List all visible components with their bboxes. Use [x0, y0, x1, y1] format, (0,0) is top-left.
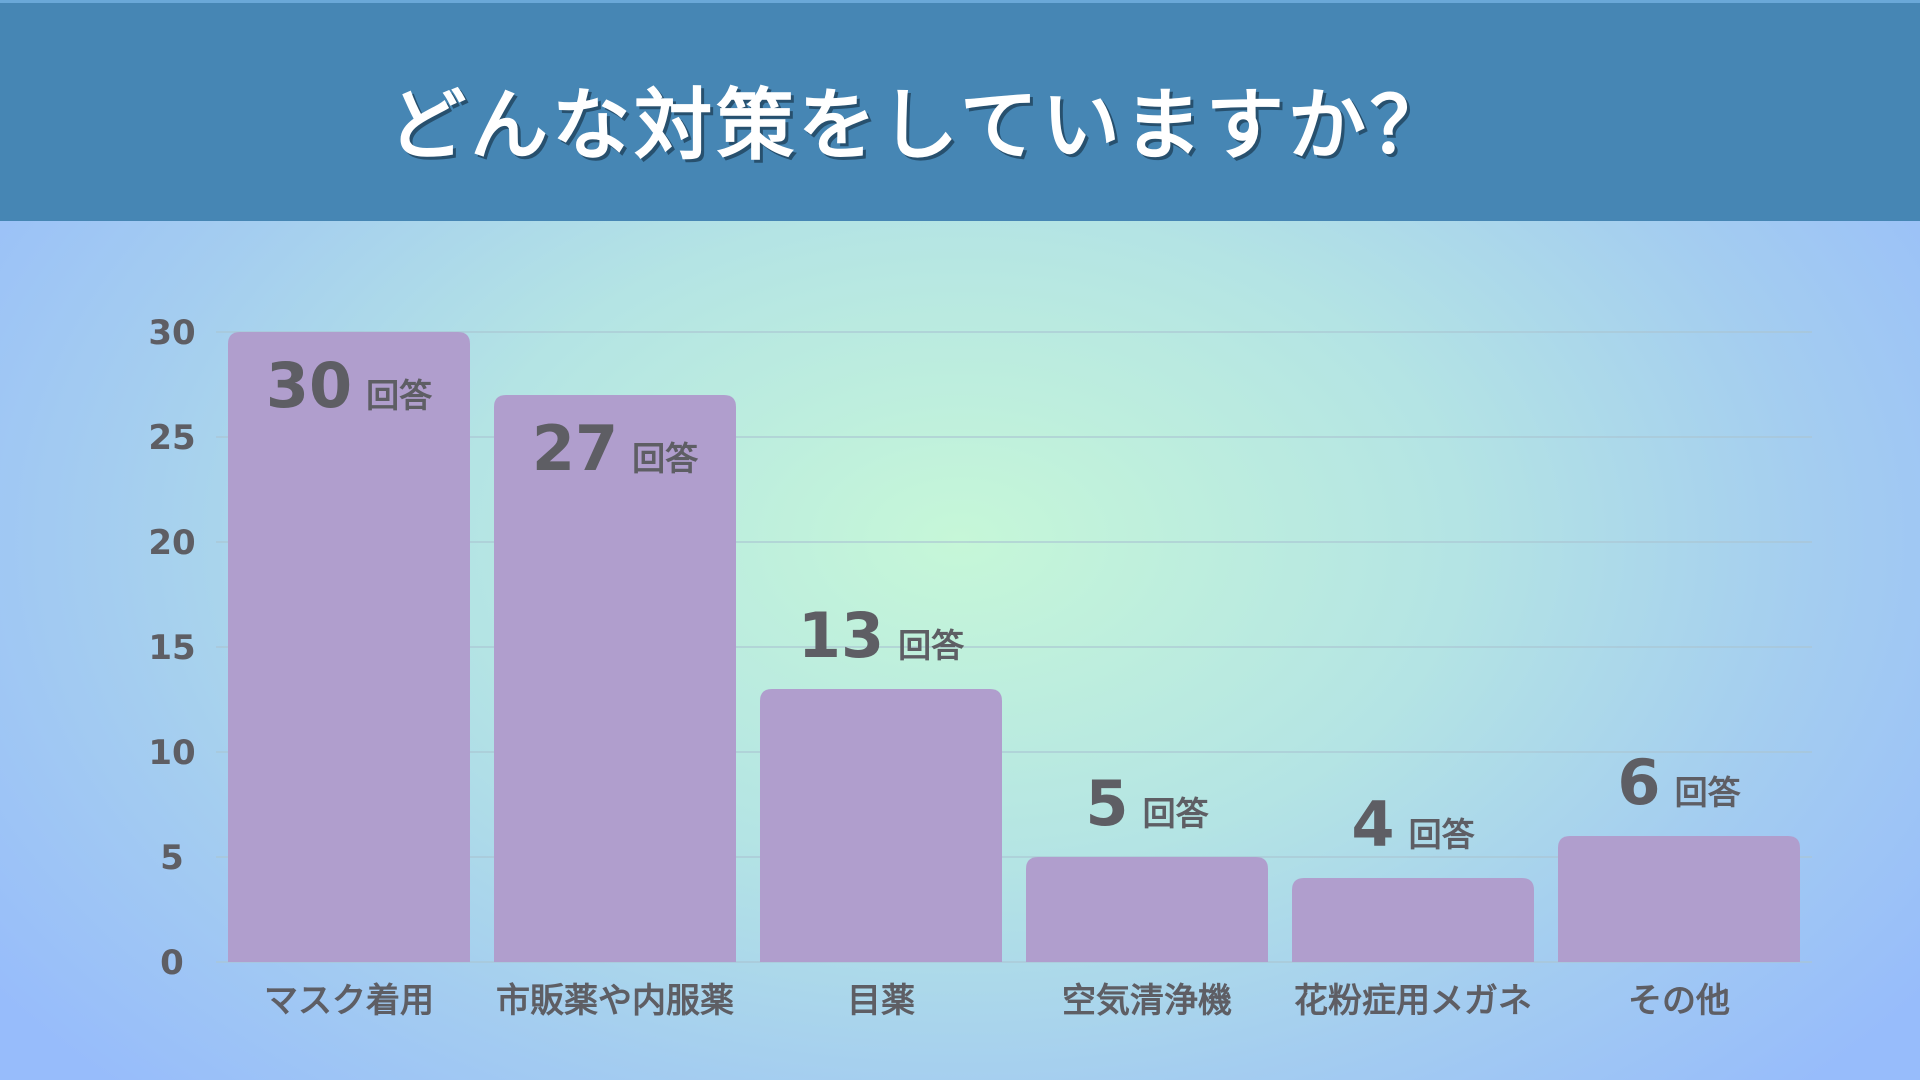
x-tick-label: 目薬 [847, 981, 915, 1021]
data-label-value: 5 [1085, 767, 1128, 840]
bar [1558, 836, 1800, 962]
x-tick-label: マスク着用 [264, 981, 434, 1021]
data-label: 30 回答 [266, 349, 433, 422]
data-label: 6 回答 [1617, 746, 1741, 819]
data-label-value: 27 [532, 412, 618, 485]
x-tick-label: 市販薬や内服薬 [496, 981, 734, 1021]
gridlines [216, 331, 1812, 963]
bar [1026, 857, 1268, 962]
data-label-value: 4 [1351, 788, 1394, 861]
y-tick-label: 25 [148, 418, 195, 458]
page-title: どんな対策をしていますか？ [388, 81, 1452, 171]
bar [1292, 878, 1534, 962]
data-label: 27 回答 [532, 412, 699, 485]
data-label-value: 13 [798, 599, 884, 672]
y-tick-label: 10 [148, 733, 195, 773]
y-tick-label: 5 [160, 838, 184, 878]
data-label-value: 30 [266, 349, 352, 422]
data-label: 13 回答 [798, 599, 965, 672]
title-bar: どんな対策をしていますか？ [0, 0, 1920, 221]
bar [228, 332, 470, 962]
y-tick-label: 15 [148, 628, 195, 668]
y-tick-label: 0 [160, 943, 184, 983]
bar [494, 395, 736, 962]
data-label-unit: 回答 [1675, 773, 1742, 812]
data-label: 4 回答 [1351, 788, 1475, 861]
data-label-unit: 回答 [898, 626, 965, 665]
data-label-value: 6 [1617, 746, 1660, 819]
bars [228, 332, 1800, 962]
y-tick-label: 30 [148, 313, 195, 353]
y-tick-label: 20 [148, 523, 195, 563]
data-label-unit: 回答 [1409, 815, 1476, 854]
x-tick-label: 空気清浄機 [1062, 981, 1232, 1021]
data-label: 5 回答 [1085, 767, 1209, 840]
x-tick-label: その他 [1628, 981, 1730, 1021]
data-label-unit: 回答 [1143, 794, 1210, 833]
data-label-unit: 回答 [366, 376, 433, 415]
data-label-unit: 回答 [632, 439, 699, 478]
bar [760, 689, 1002, 962]
x-tick-label: 花粉症用メガネ [1294, 981, 1532, 1021]
